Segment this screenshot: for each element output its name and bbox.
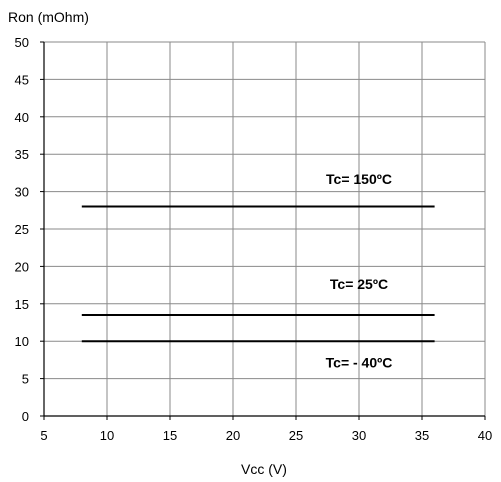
series-lines <box>81 205 435 343</box>
y-tick-label-2: 10 <box>15 334 29 349</box>
y-axis-title: Ron (mOhm) <box>8 9 89 25</box>
x-axis-title: Vcc (V) <box>241 461 287 477</box>
y-tick-label-7: 35 <box>15 147 29 162</box>
annotation-t25: Tc= 25ºC <box>330 276 388 292</box>
y-tick-labels: 0 5 10 15 20 25 30 35 40 45 50 <box>15 35 29 424</box>
x-tick-label-7: 40 <box>478 428 492 443</box>
annotation-t150: Tc= 150ºC <box>326 171 392 187</box>
x-tick-label-4: 25 <box>289 428 303 443</box>
x-tick-label-3: 20 <box>226 428 240 443</box>
x-tick-label-0: 5 <box>40 428 47 443</box>
y-tick-label-8: 40 <box>15 110 29 125</box>
annotation-tm40: Tc= - 40ºC <box>326 354 393 370</box>
y-tick-label-4: 20 <box>15 259 29 274</box>
y-tick-label-5: 25 <box>15 222 29 237</box>
y-tick-label-0: 0 <box>22 409 29 424</box>
annotations: Tc= 150ºC Tc= 25ºC Tc= - 40ºC <box>326 171 393 370</box>
x-tick-label-2: 15 <box>163 428 177 443</box>
y-tick-label-3: 15 <box>15 297 29 312</box>
y-tick-label-6: 30 <box>15 185 29 200</box>
x-tick-label-5: 30 <box>352 428 366 443</box>
y-tick-label-1: 5 <box>22 372 29 387</box>
axes <box>40 41 486 420</box>
grid <box>44 41 486 416</box>
y-tick-label-10: 50 <box>15 35 29 50</box>
x-tick-label-1: 10 <box>100 428 114 443</box>
x-tick-labels: 5 10 15 20 25 30 35 40 <box>40 428 492 443</box>
x-tick-label-6: 35 <box>415 428 429 443</box>
y-tick-label-9: 45 <box>15 72 29 87</box>
